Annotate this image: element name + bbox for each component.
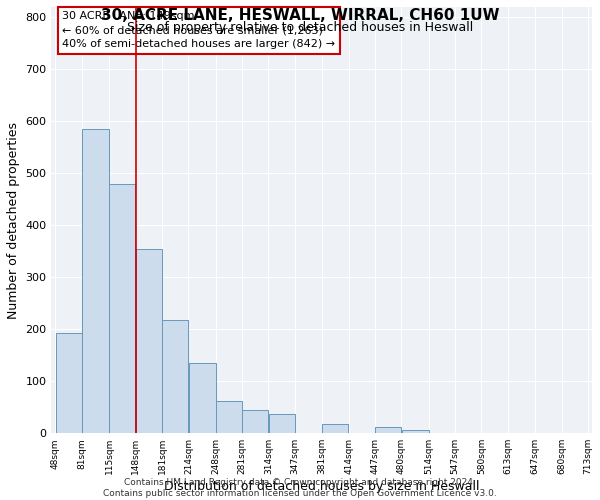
Bar (375, 426, 401, 434)
Bar (162, 320, 188, 434)
Bar (269, 414, 295, 434)
Bar (322, 424, 349, 434)
Y-axis label: Number of detached properties: Number of detached properties (7, 122, 20, 318)
Bar (401, 430, 428, 434)
Text: 30 ACRE LANE: 149sqm
← 60% of detached houses are smaller (1,263)
40% of semi-de: 30 ACRE LANE: 149sqm ← 60% of detached h… (62, 11, 335, 49)
Bar (216, 401, 242, 434)
Bar (136, 248, 162, 434)
Text: Size of property relative to detached houses in Heswall: Size of property relative to detached ho… (127, 21, 473, 34)
Bar (188, 363, 215, 434)
Bar (109, 184, 136, 434)
Text: Contains HM Land Registry data © Crown copyright and database right 2024.
Contai: Contains HM Land Registry data © Crown c… (103, 478, 497, 498)
X-axis label: Distribution of detached houses by size in Heswall: Distribution of detached houses by size … (164, 480, 479, 493)
Bar (242, 410, 268, 434)
Bar (82, 129, 109, 434)
Text: 30, ACRE LANE, HESWALL, WIRRAL, CH60 1UW: 30, ACRE LANE, HESWALL, WIRRAL, CH60 1UW (101, 8, 499, 22)
Bar (56, 333, 82, 434)
